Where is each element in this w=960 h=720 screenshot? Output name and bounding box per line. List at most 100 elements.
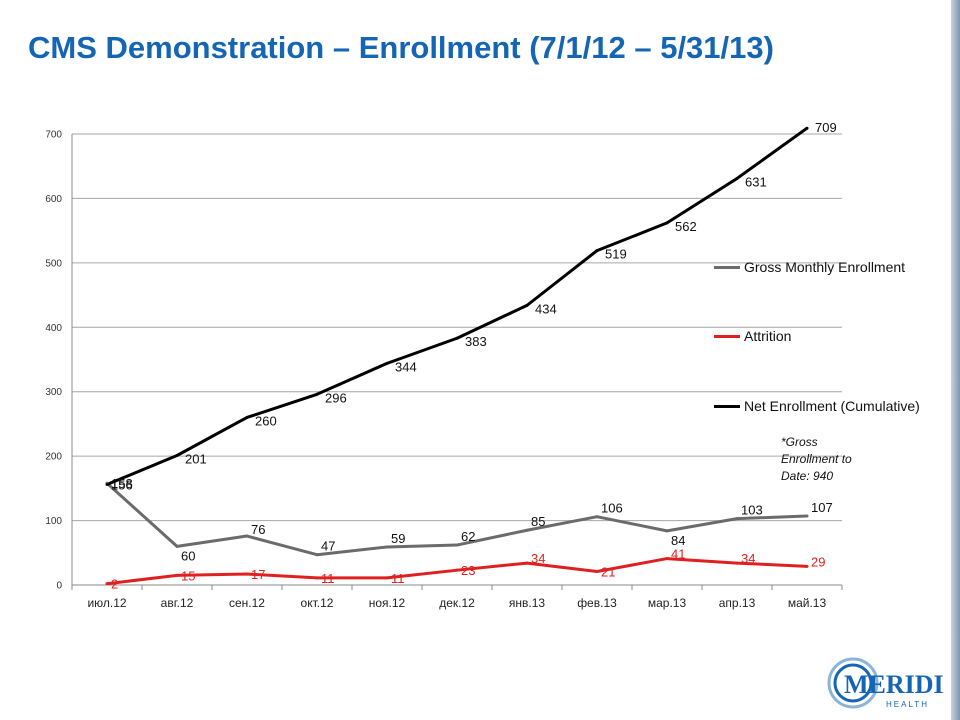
legend-item-attrition: Attrition	[714, 327, 791, 345]
point-gross-6	[525, 528, 529, 532]
x-tick-label-0: июл.12	[87, 596, 126, 610]
data-label-attrition-2: 17	[251, 567, 265, 582]
x-tick-label-7: фев.13	[577, 596, 617, 610]
data-label-attrition-8: 41	[671, 547, 685, 562]
point-gross-8	[665, 529, 669, 533]
logo-wordmark: MERIDIAN	[844, 670, 944, 699]
x-tick-label-5: дек.12	[439, 596, 475, 610]
data-label-gross-1: 60	[181, 548, 195, 563]
data-label-gross-9: 103	[741, 503, 763, 518]
data-label-net-10: 709	[815, 120, 837, 135]
legend-swatch-net	[714, 404, 740, 408]
point-net-1	[175, 453, 179, 457]
y-tick-label-400: 400	[45, 323, 62, 334]
meridian-health-logo: MERIDIAN HEALTH	[827, 657, 944, 709]
logo-subtext: HEALTH	[886, 700, 929, 709]
data-label-gross-0: 158	[111, 476, 133, 491]
point-gross-2	[245, 534, 249, 538]
data-label-gross-7: 106	[601, 501, 623, 516]
data-label-attrition-3: 11	[321, 571, 335, 586]
slide-right-bar	[951, 0, 960, 720]
series-line-net	[106, 126, 808, 486]
x-tick-label-8: мар.13	[648, 596, 687, 610]
point-attrition-10	[805, 564, 809, 568]
y-tick-label-700: 700	[45, 130, 62, 141]
point-attrition-6	[525, 561, 529, 565]
data-label-attrition-5: 23	[461, 563, 475, 578]
x-tick-label-1: авг.12	[161, 596, 194, 610]
point-gross-4	[385, 545, 389, 549]
data-label-net-3: 296	[325, 390, 347, 405]
y-tick-label-600: 600	[45, 194, 62, 205]
data-label-attrition-1: 15	[181, 568, 195, 583]
data-label-net-4: 344	[395, 359, 417, 374]
data-label-net-1: 201	[185, 451, 207, 466]
point-net-5	[455, 336, 459, 340]
point-net-3	[315, 392, 319, 396]
data-label-net-0: 156	[111, 477, 133, 492]
legend-label-net: Net Enrollment (Cumulative)	[744, 398, 920, 414]
data-label-attrition-0: 2	[111, 577, 118, 592]
legend-item-gross: Gross Monthly Enrollment	[714, 258, 905, 276]
legend-label-gross: Gross Monthly Enrollment	[744, 259, 906, 275]
legend-label-attrition: Attrition	[744, 328, 792, 344]
logo-ring-inner	[833, 663, 873, 703]
point-gross-10	[805, 514, 809, 518]
point-net-9	[735, 176, 739, 180]
point-attrition-9	[735, 561, 739, 565]
legend-item-net: Net Enrollment (Cumulative)	[714, 397, 920, 415]
point-gross-9	[735, 517, 739, 521]
point-attrition-1	[175, 573, 179, 577]
data-label-gross-2: 76	[251, 522, 265, 537]
legend-swatch-attrition	[714, 334, 740, 338]
point-net-8	[665, 221, 669, 225]
data-label-gross-3: 47	[321, 539, 335, 554]
y-tick-label-500: 500	[45, 258, 62, 269]
point-net-6	[525, 303, 529, 307]
gross-enrollment-note: *Gross Enrollment to Date: 940	[781, 435, 852, 483]
data-label-net-8: 562	[675, 219, 697, 234]
y-tick-label-100: 100	[45, 516, 62, 527]
data-label-net-7: 519	[605, 247, 627, 262]
point-gross-5	[455, 543, 459, 547]
data-label-attrition-4: 11	[391, 571, 405, 586]
logo-ring-outer	[827, 657, 879, 709]
data-label-attrition-6: 34	[531, 551, 545, 566]
y-tick-label-200: 200	[45, 452, 62, 463]
point-attrition-7	[595, 569, 599, 573]
data-label-gross-4: 59	[391, 531, 405, 546]
point-attrition-8	[665, 557, 669, 561]
data-label-attrition-7: 21	[601, 564, 615, 579]
x-tick-label-3: окт.12	[301, 596, 334, 610]
data-label-gross-6: 85	[531, 514, 545, 529]
data-label-gross-10: 107	[811, 500, 833, 515]
point-net-4	[385, 361, 389, 365]
data-label-net-9: 631	[745, 174, 767, 189]
legend-swatch-gross	[714, 265, 740, 269]
point-attrition-5	[455, 568, 459, 572]
point-attrition-3	[315, 576, 319, 580]
point-net-7	[595, 249, 599, 253]
point-attrition-4	[385, 576, 389, 580]
point-attrition-2	[245, 572, 249, 576]
data-label-gross-8: 84	[671, 533, 685, 548]
point-gross-1	[175, 544, 179, 548]
point-net-0	[105, 482, 109, 486]
y-tick-label-300: 300	[45, 387, 62, 398]
point-net-10	[805, 126, 809, 130]
point-net-2	[245, 415, 249, 419]
data-label-net-2: 260	[255, 413, 277, 428]
x-tick-label-9: апр.13	[719, 596, 756, 610]
point-attrition-0	[105, 582, 109, 586]
data-label-net-5: 383	[465, 334, 487, 349]
data-label-attrition-9: 34	[741, 551, 755, 566]
y-tick-label-0: 0	[56, 581, 62, 592]
point-gross-3	[315, 553, 319, 557]
x-tick-label-4: ноя.12	[369, 596, 406, 610]
data-label-gross-5: 62	[461, 529, 475, 544]
data-label-attrition-10: 29	[811, 554, 825, 569]
point-gross-7	[595, 515, 599, 519]
x-tick-label-6: янв.13	[509, 596, 546, 610]
data-label-net-6: 434	[535, 301, 557, 316]
